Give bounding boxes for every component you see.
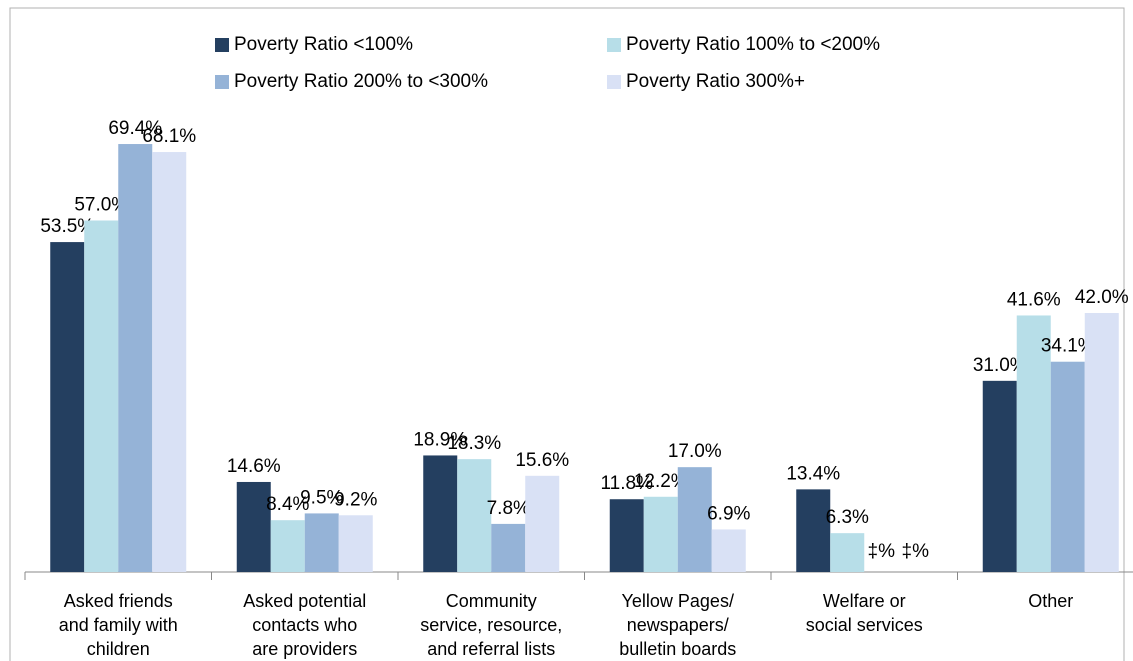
x-tick-label: and family with [59,615,178,635]
data-label: 6.3% [826,507,869,528]
x-tick-label: contacts who [252,615,357,635]
bar [796,489,831,572]
legend-label: Poverty Ratio 200% to <300% [234,71,488,92]
data-label: 41.6% [1007,289,1061,310]
bar [423,455,458,572]
x-tick-label: Other [1028,591,1073,611]
x-tick-label: service, resource, [420,615,562,635]
data-label: ‡% [902,541,930,562]
data-label: 14.6% [227,456,281,477]
data-label: 11.8% [601,473,654,494]
x-tick-label: are providers [252,639,357,659]
data-label: 34.1% [1041,336,1095,357]
bar [1016,315,1051,572]
bar [643,496,678,572]
data-label: 68.1% [142,126,196,147]
bar [118,144,153,573]
legend-swatch [215,38,229,52]
x-tick-label: Welfare or [823,591,906,611]
legend-label: Poverty Ratio 300%+ [626,71,805,92]
bar [152,152,187,573]
bar [525,475,560,572]
data-label: 15.6% [515,450,569,471]
data-label: 13.4% [786,463,840,484]
data-label: 18.3% [447,433,501,454]
data-label: 53.5% [40,216,94,237]
data-label: 18.9% [413,429,467,450]
x-tick-label: newspapers/ [627,615,729,635]
bar [830,533,865,572]
bar [50,242,85,573]
bar [609,499,644,572]
bar [338,515,373,572]
data-label: ‡% [868,541,896,562]
bar [304,513,339,572]
x-tick-label: Asked potential [243,591,366,611]
legend-swatch [607,38,621,52]
data-label: 17.0% [668,441,722,462]
bar [1084,313,1119,572]
legend-label: Poverty Ratio <100% [234,34,413,55]
bar [270,520,305,572]
legend-label: Poverty Ratio 100% to <200% [626,34,880,55]
data-label: 69.4% [108,118,162,139]
data-label: 7.8% [487,498,530,519]
x-tick-label: Community [446,591,537,611]
bar [457,459,492,572]
bar [982,380,1017,572]
x-tick-label: social services [806,615,923,635]
bar [1050,361,1085,572]
bar [491,523,526,572]
x-tick-label: Yellow Pages/ [622,591,734,611]
data-label: 8.4% [266,494,309,515]
x-tick-label: bulletin boards [619,639,736,659]
x-tick-label: children [87,639,150,659]
x-tick-label: Asked friends [64,591,173,611]
legend-swatch [607,75,621,89]
data-label: 9.5% [300,487,343,508]
data-label: 9.2% [334,489,377,510]
bar [84,220,119,572]
chart-frame [9,7,1125,661]
bar [236,481,271,572]
data-label: 31.0% [973,355,1027,376]
legend-swatch [215,75,229,89]
x-tick-label: and referral lists [427,639,555,659]
bar [711,529,746,572]
data-label: 42.0% [1075,287,1129,308]
bar [677,467,712,572]
data-label: 12.2% [634,471,688,492]
data-label: 57.0% [74,195,128,216]
data-label: 6.9% [707,503,750,524]
